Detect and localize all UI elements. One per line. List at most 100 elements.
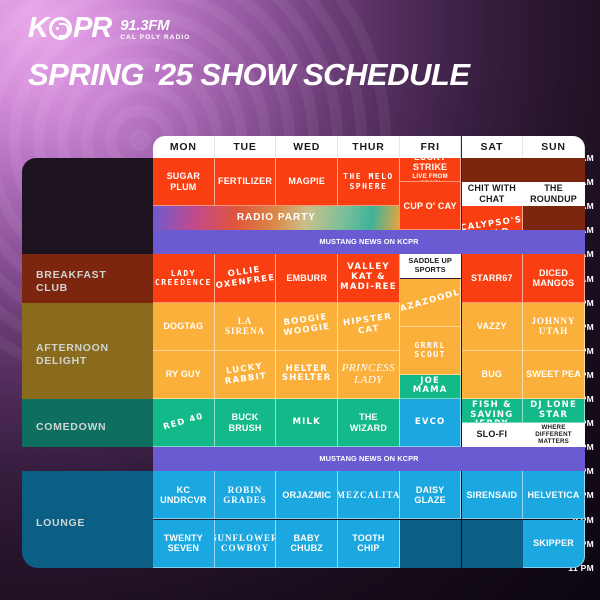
show-block[interactable]: RADIO PARTY <box>153 206 400 231</box>
show-block[interactable]: JOHNNY UTAH <box>523 302 585 351</box>
show-block[interactable]: KC UNDRCVR <box>153 471 215 520</box>
category-label: AFTERNOON DELIGHT <box>36 341 109 367</box>
show-block[interactable]: ZAZAZOODLE <box>399 278 462 327</box>
category-label: BREAKFAST CLUB <box>36 269 107 295</box>
show-block[interactable]: VALLEY KAT & MADI-REE <box>338 254 400 303</box>
show-title: RADIO PARTY <box>236 212 316 224</box>
show-block[interactable]: ORJAZMIC <box>276 471 339 520</box>
show-block[interactable]: EVCO <box>399 399 462 448</box>
show-block[interactable]: CHIT WITH CHAT <box>461 182 524 207</box>
show-title: CUP O' CAY <box>403 200 457 211</box>
show-block[interactable]: HIPSTER CAT <box>338 302 400 351</box>
show-title: WHERE DIFFERENT MATTERS <box>535 423 572 446</box>
show-block[interactable]: BOOGIE WOOGIE <box>276 302 339 351</box>
show-title: SLO-FI <box>476 429 508 440</box>
show-title: RED 40 <box>161 411 205 433</box>
show-block[interactable]: LADY CREEDENCE <box>153 254 215 303</box>
show-title: SADDLE UP SPORTS <box>408 256 452 274</box>
show-block[interactable]: LUCKY RABBIT <box>214 350 277 399</box>
frequency: 91.3FM <box>120 16 170 34</box>
show-title: SKIPPER <box>533 537 574 548</box>
show-title: ZAZAZOODLE <box>399 285 462 317</box>
show-block[interactable]: HELVETICA <box>523 471 585 520</box>
day-header-sat: SAT <box>461 136 524 158</box>
show-block[interactable]: BABY CHUBZ <box>276 519 339 568</box>
show-block[interactable]: SADDLE UP SPORTS <box>399 254 462 279</box>
kcpr-wordmark: K PR <box>28 12 112 44</box>
show-block[interactable]: SKIPPER <box>523 519 585 568</box>
show-title: MAGPIE <box>288 176 326 187</box>
show-block[interactable]: THE MELO SPHERE <box>338 158 400 207</box>
show-block[interactable]: FERTILIZER <box>214 158 277 207</box>
show-block[interactable]: MEZCALITA <box>338 471 400 520</box>
show-block[interactable]: TOOTH CHIP <box>338 519 400 568</box>
show-title: DICED MANGOS <box>532 267 575 288</box>
show-title: LUCKY RABBIT <box>223 361 268 387</box>
day-header-wed: WED <box>276 136 339 158</box>
show-title: VAZZY <box>476 321 507 332</box>
show-block[interactable]: GRRRL SCOUT <box>399 326 462 375</box>
show-block[interactable]: BUG <box>461 350 524 399</box>
category-label: LOUNGE <box>36 516 86 529</box>
category-lounge: LOUNGE <box>22 471 154 568</box>
show-title: ORJAZMIC <box>282 489 332 500</box>
show-subtitle: LIVE FROM SPAIN <box>412 172 448 181</box>
show-block[interactable]: LA SIRENA <box>214 302 277 351</box>
show-title: KC UNDRCVR <box>160 484 207 505</box>
show-title: JOHNNY UTAH <box>531 315 576 337</box>
show-block[interactable]: SIRENSAID <box>461 471 524 520</box>
show-title: THE WIZARD <box>349 412 388 433</box>
show-block[interactable]: ROBIN GRADES <box>214 471 277 520</box>
show-title: VALLEY KAT & MADI-REE <box>340 262 397 292</box>
logo-k: K <box>28 12 49 44</box>
show-block[interactable]: SUGAR PLUM <box>153 158 215 207</box>
day-header-fri: FRI <box>399 136 462 158</box>
empty-slot <box>399 519 462 568</box>
show-title: LUCKY STRIKE <box>413 158 448 173</box>
poster-header: K PR 91.3FM CAL POLY RADIO SPRING '25 SH… <box>28 14 590 93</box>
show-block[interactable]: SLO-FI <box>461 423 524 448</box>
show-block[interactable]: RED 40 <box>153 399 215 448</box>
show-block[interactable]: MUSTANG NEWS ON KCPR <box>153 447 585 472</box>
category-afternoon-delight: AFTERNOON DELIGHT <box>22 302 154 399</box>
show-title: DAISY GLAZE <box>414 484 446 505</box>
show-title: SWEET PEA <box>526 369 581 380</box>
show-block[interactable]: PRINCESS LADY <box>338 350 400 399</box>
show-block[interactable]: HELTER SHELTER <box>276 350 339 399</box>
show-title: LA SIRENA <box>225 315 266 337</box>
show-title: DOGTAG <box>163 321 204 332</box>
show-block[interactable]: EMBURR <box>276 254 339 303</box>
show-title: TWENTY SEVEN <box>163 532 203 554</box>
show-block[interactable]: DOGTAG <box>153 302 215 351</box>
show-block[interactable]: SWEET PEA <box>523 350 585 399</box>
show-block[interactable]: OLLIE OXENFREE <box>214 254 277 303</box>
show-block[interactable]: SUNFLOWER COWBOY <box>214 519 277 568</box>
show-block[interactable]: RY GUY <box>153 350 215 399</box>
broadcast-o-icon <box>48 17 72 40</box>
show-title: TOOTH CHIP <box>352 532 385 554</box>
show-block[interactable]: DICED MANGOS <box>523 254 585 303</box>
show-title: FERTILIZER <box>218 176 273 187</box>
show-block[interactable]: LITTLE FISH & SAVING JERRY <box>461 399 524 424</box>
day-header-sun: SUN <box>523 136 585 158</box>
show-block[interactable]: MILK <box>276 399 339 448</box>
show-block[interactable]: THE WIZARD <box>338 399 400 448</box>
show-block[interactable]: DJ LONE STAR <box>523 399 585 424</box>
station-logo: K PR 91.3FM CAL POLY RADIO <box>28 14 590 43</box>
show-title: LADY CREEDENCE <box>154 268 212 287</box>
show-block[interactable]: MUSTANG NEWS ON KCPR <box>153 230 585 255</box>
show-block[interactable]: VAZZY <box>461 302 524 351</box>
show-block[interactable]: THE ROUNDUP <box>523 182 585 207</box>
show-block[interactable]: MAGPIE <box>276 158 339 207</box>
show-block[interactable]: STARR67 <box>461 254 524 303</box>
tagline: CAL POLY RADIO <box>120 33 191 41</box>
show-title: BABY CHUBZ <box>290 532 323 554</box>
show-block[interactable]: WHERE DIFFERENT MATTERS <box>523 423 585 448</box>
show-block[interactable]: JOE MAMA <box>399 374 462 399</box>
show-block[interactable]: TWENTY SEVEN <box>153 519 215 568</box>
show-block[interactable]: CUP O' CAY <box>399 182 462 231</box>
show-block[interactable]: DAISY GLAZE <box>399 471 462 520</box>
show-block[interactable]: BUCK BRUSH <box>214 399 277 448</box>
